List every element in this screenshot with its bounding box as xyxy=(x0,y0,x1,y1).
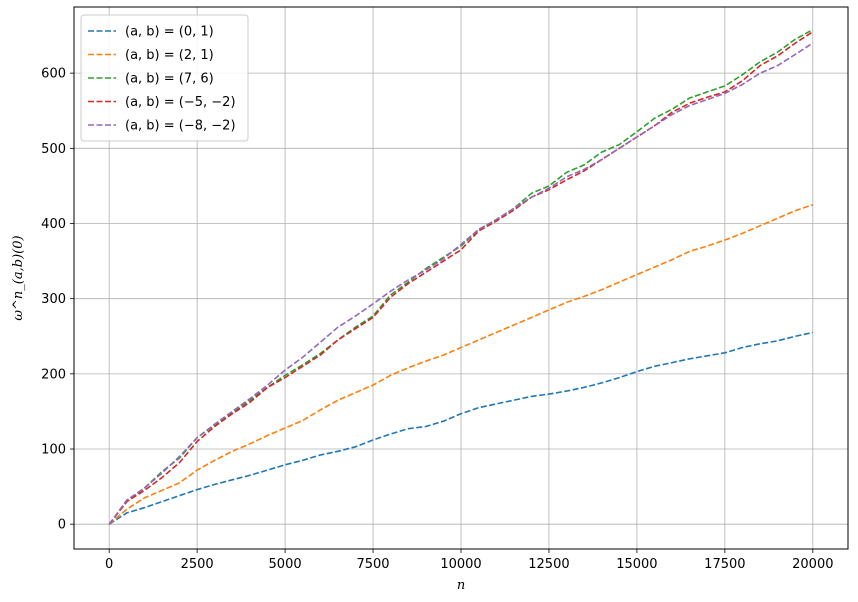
y-tick-label: 300 xyxy=(41,292,66,307)
x-tick-label: 5000 xyxy=(269,557,302,572)
y-tick-label: 100 xyxy=(41,443,66,458)
x-tick-label: 0 xyxy=(105,557,113,572)
y-tick-label: 0 xyxy=(58,518,66,533)
legend-box xyxy=(80,14,249,142)
x-axis-label: n xyxy=(457,578,465,593)
series-line xyxy=(108,42,814,525)
y-tick-label: 400 xyxy=(41,217,66,232)
series-line xyxy=(108,331,813,525)
series-line xyxy=(108,28,814,525)
x-tick-label: 15000 xyxy=(616,557,657,572)
x-tick-label: 2500 xyxy=(181,557,214,572)
legend-entry: (a, b) = (7, 6) xyxy=(125,72,214,87)
legend: (a, b) = (0, 1) (a, b) = (2, 1) (a, b) = (… xyxy=(80,14,249,142)
x-tick-label: 7500 xyxy=(356,557,389,572)
legend-entry: (a, b) = (0, 1) xyxy=(125,25,214,40)
y-tick-label: 500 xyxy=(41,142,66,157)
y-tick-label: 600 xyxy=(41,67,66,82)
series-lines xyxy=(108,28,814,525)
legend-entry: (a, b) = (−5, −2) xyxy=(125,95,236,110)
x-tick-label: 17500 xyxy=(704,557,745,572)
x-tick-label: 20000 xyxy=(792,557,833,572)
y-axis: 0 100 200 300 400 500 600 xyxy=(41,67,74,533)
x-tick-label: 10000 xyxy=(440,557,481,572)
legend-entry: (a, b) = (−8, −2) xyxy=(125,119,236,134)
y-axis-label: ω^n_(a,b)(0) xyxy=(11,235,26,320)
series-line xyxy=(108,203,814,525)
grid xyxy=(74,7,848,549)
x-tick-label: 12500 xyxy=(528,557,569,572)
y-tick-label: 200 xyxy=(41,367,66,382)
x-axis: 0 2500 5000 7500 10000 12500 15000 17500 20000 xyxy=(105,549,833,572)
legend-entry: (a, b) = (2, 1) xyxy=(125,48,214,63)
